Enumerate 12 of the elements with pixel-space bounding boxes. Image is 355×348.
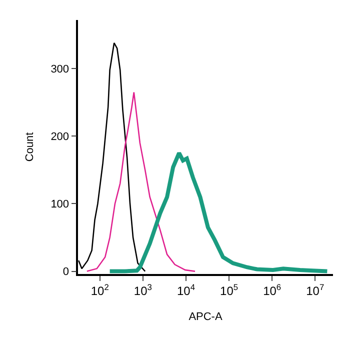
x-tick-label: 10$^{7}$	[306, 282, 324, 298]
x-tick-label: 10$^{6}$	[263, 282, 282, 298]
y-tick-label: 100	[50, 198, 70, 211]
y-tick-label: 300	[50, 63, 70, 76]
y-tick-label: 200	[50, 131, 70, 144]
x-tick-label: 10$^{2}$	[90, 282, 110, 298]
y-tick-label: 0	[62, 266, 70, 278]
x-tick-label: 10$^{4}$	[176, 282, 196, 298]
x-tick-label: 10$^{3}$	[134, 282, 152, 298]
x-tick-label: 10$^{5}$	[220, 282, 238, 298]
y-axis-title: Count	[24, 132, 36, 162]
x-axis-title: APC-A	[188, 310, 223, 323]
